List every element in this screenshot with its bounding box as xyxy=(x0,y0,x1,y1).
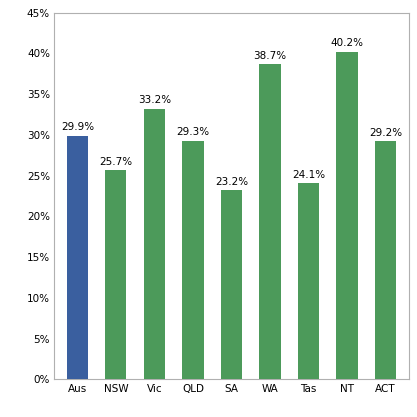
Text: 40.2%: 40.2% xyxy=(331,38,364,48)
Bar xyxy=(337,52,358,379)
Bar xyxy=(144,109,165,379)
Bar xyxy=(221,190,242,379)
Bar xyxy=(298,183,319,379)
Text: 38.7%: 38.7% xyxy=(254,50,286,60)
Bar xyxy=(105,170,126,379)
Text: 33.2%: 33.2% xyxy=(138,95,171,106)
Bar xyxy=(259,64,281,379)
Text: 24.1%: 24.1% xyxy=(292,170,325,180)
Text: 25.7%: 25.7% xyxy=(99,157,133,167)
Bar xyxy=(67,136,88,379)
Text: 29.9%: 29.9% xyxy=(61,122,94,132)
Bar xyxy=(182,141,203,379)
Text: 23.2%: 23.2% xyxy=(215,177,248,187)
Bar xyxy=(375,141,396,379)
Text: 29.2%: 29.2% xyxy=(369,128,402,138)
Text: 29.3%: 29.3% xyxy=(176,127,209,137)
